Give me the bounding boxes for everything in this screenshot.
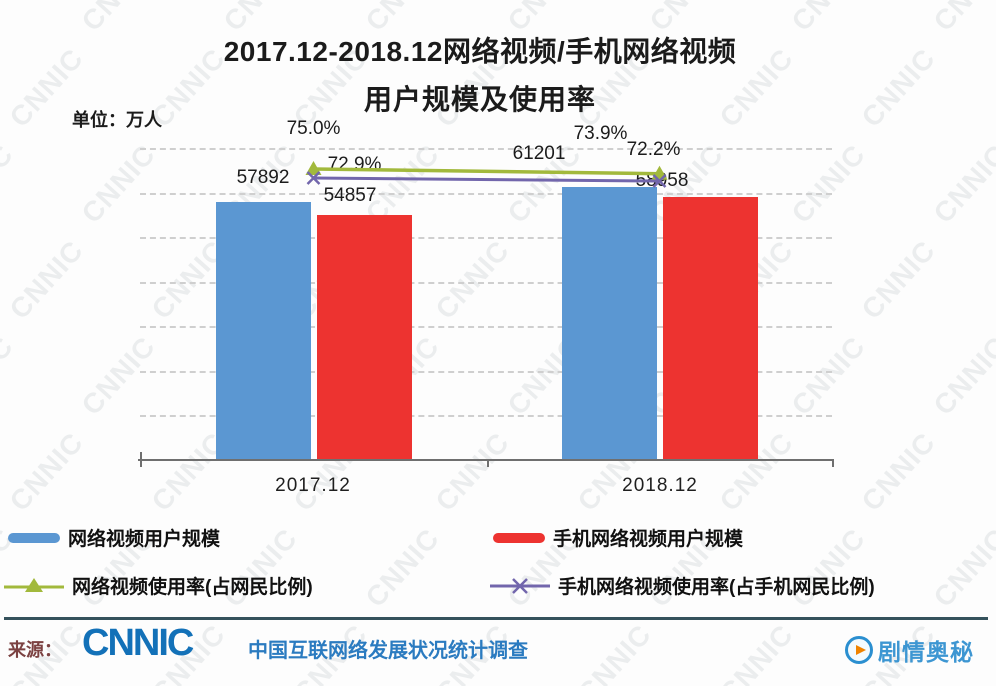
chart-title-line1: 2017.12-2018.12网络视频/手机网络视频: [223, 36, 737, 67]
percentage-label: 72.2%: [626, 139, 681, 161]
gridline: [140, 192, 832, 195]
x-axis-baseline: [138, 459, 834, 461]
trend-line-triangle: [313, 167, 660, 176]
legend-item-mobile-video-users: 手机网络视频用户规模: [493, 524, 743, 551]
corner-brand-name: 剧情奥秘: [878, 639, 974, 665]
y-axis-stub: [140, 452, 142, 460]
x-marker: [652, 174, 667, 188]
bar-value-label: 58958: [635, 170, 689, 192]
legend-item-web-video-users: 网络视频用户规模: [8, 524, 220, 551]
x-axis-label-2018: 2018.12: [622, 475, 698, 496]
bar-mobile-2017.12: [316, 215, 412, 460]
bar-web-2017.12: [215, 201, 311, 460]
percentage-label: 75.0%: [286, 118, 341, 139]
corner-brand: 剧情奥秘: [845, 633, 974, 667]
cnnic-logo: CNNIC: [82, 622, 194, 664]
gridline: [140, 148, 832, 150]
percentage-label: 73.9%: [573, 122, 628, 144]
source-label: 来源：: [8, 640, 62, 660]
footer-tagline: 中国互联网络发展状况统计调查: [248, 640, 528, 662]
legend-label: 手机网络视频使用率(占手机网民比例): [558, 577, 875, 598]
play-logo-icon: [845, 636, 873, 664]
trend-lines-svg: [305, 161, 668, 188]
bar-mobile-2018.12: [662, 197, 758, 460]
x-axis-tick: [140, 460, 142, 467]
bar-value-label: 54857: [323, 185, 377, 207]
gridline: [140, 415, 832, 418]
unit-label: 单位：万人: [72, 110, 162, 130]
gridline: [140, 237, 832, 240]
legend-label: 网络视频用户规模: [68, 529, 221, 550]
legend-swatch-blue-bar: [8, 532, 60, 543]
bar-value-label: 61201: [512, 143, 566, 165]
triangle-marker: [305, 161, 322, 175]
legend-swatch-red-bar: [493, 532, 545, 543]
gridline: [140, 326, 832, 329]
chart-title-line2: 用户规模及使用率: [363, 84, 596, 115]
x-axis-label-2017: 2017.12: [275, 475, 351, 496]
legend-label: 手机网络视频用户规模: [553, 529, 744, 550]
legend-line-triangle-icon: [4, 577, 64, 592]
gridline: [140, 281, 832, 284]
legend-item-web-video-rate: 网络视频使用率(占网民比例): [4, 572, 313, 599]
gridline: [140, 370, 832, 373]
play-triangle-icon: [856, 645, 866, 655]
legend-label: 网络视频使用率(占网民比例): [72, 577, 313, 598]
legend-line-x-icon: [490, 577, 550, 594]
x-axis-tick: [487, 460, 489, 467]
x-marker: [306, 171, 321, 185]
footer-divider: [4, 617, 988, 620]
bar-web-2018.12: [561, 187, 657, 460]
trend-line-x: [313, 176, 660, 183]
bar-value-label: 57892: [236, 166, 290, 188]
legend-item-mobile-video-rate: 手机网络视频使用率(占手机网民比例): [490, 572, 875, 599]
x-axis-tick: [832, 460, 834, 467]
